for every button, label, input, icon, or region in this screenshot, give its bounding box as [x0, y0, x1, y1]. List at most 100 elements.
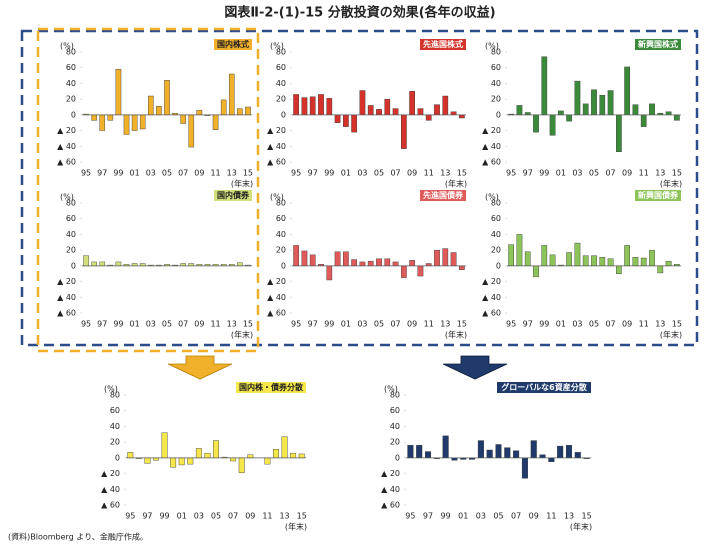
bar — [359, 261, 366, 267]
y-tick-label: ▲ 60 — [482, 158, 501, 167]
bar — [164, 80, 170, 116]
x-tick-label: 11 — [210, 169, 220, 178]
bar — [309, 254, 316, 267]
x-tick-label: 97 — [97, 169, 107, 178]
y-tick-label: 80 — [66, 199, 76, 208]
x-tick-label: 15 — [243, 169, 253, 178]
bar — [591, 255, 597, 267]
y-tick-label: 20 — [276, 95, 286, 104]
x-tick-label: 01 — [556, 320, 566, 329]
bar — [384, 258, 391, 267]
y-tick-label: 20 — [390, 438, 400, 447]
y-tick-label: ▲ 60 — [57, 309, 76, 318]
bar — [99, 114, 106, 131]
y-tick-label: 40 — [390, 422, 400, 431]
x-tick-label: 13 — [440, 320, 450, 329]
bar — [237, 108, 243, 116]
bar — [565, 445, 572, 459]
x-tick-label: 01 — [341, 320, 351, 329]
bar — [640, 257, 647, 267]
chart-title: 国内債券 — [217, 190, 250, 200]
y-tick-label: 60 — [276, 63, 286, 72]
x-tick-label: 13 — [227, 169, 237, 178]
x-tick-label: 07 — [605, 169, 615, 178]
bar — [566, 114, 572, 122]
bar — [450, 111, 457, 116]
bar — [334, 114, 341, 123]
chart-title: 先進国株式 — [423, 39, 463, 49]
bar — [624, 245, 630, 267]
bar — [495, 444, 502, 459]
x-tick-label: 15 — [457, 320, 467, 329]
x-tick-label: 01 — [130, 169, 140, 178]
x-tick-label: 01 — [556, 169, 566, 178]
x-tick-label: 03 — [194, 512, 204, 521]
x-tick-label: 97 — [308, 320, 318, 329]
badge — [420, 39, 466, 50]
x-tick-label: 05 — [589, 169, 599, 178]
chart-title: グローバルな6資産分散 — [501, 382, 587, 392]
bar — [459, 265, 465, 270]
x-tick-label: 07 — [228, 512, 238, 521]
y-tick-label: 40 — [276, 230, 286, 239]
y-tick-label: 0 — [115, 453, 120, 462]
bar — [599, 95, 606, 116]
bar — [450, 252, 457, 267]
x-tick-label: 07 — [511, 512, 521, 521]
x-tick-label: 05 — [162, 169, 172, 178]
x-tick-label: 97 — [423, 512, 433, 521]
bar — [416, 445, 423, 459]
bar — [557, 445, 564, 459]
bar — [521, 457, 528, 479]
y-tick-label: 20 — [66, 95, 76, 104]
y-tick-label: 20 — [276, 246, 286, 255]
bar — [425, 451, 432, 459]
x-tick-label: 01 — [341, 169, 351, 178]
bar — [674, 114, 680, 121]
bar — [131, 263, 138, 267]
x-tick-label: 95 — [291, 320, 301, 329]
x-tick-label: 15 — [457, 169, 467, 178]
y-tick-label: ▲ 40 — [57, 293, 76, 302]
y-tick-label: 0 — [281, 110, 286, 119]
y-tick-label: 40 — [276, 79, 286, 88]
bar — [187, 457, 194, 465]
y-tick-label: ▲ 60 — [482, 309, 501, 318]
bar — [359, 90, 366, 116]
chart-title: 新興国株式 — [638, 39, 678, 49]
bar — [657, 265, 664, 274]
bar — [131, 114, 138, 131]
bar — [367, 260, 374, 267]
bar — [407, 445, 414, 459]
x-tick-label: 97 — [523, 169, 533, 178]
bar — [228, 73, 235, 116]
x-tick-label: 05 — [211, 512, 221, 521]
bar — [442, 95, 449, 116]
bar — [309, 96, 316, 116]
y-tick-label: 0 — [71, 110, 76, 119]
bar — [195, 448, 202, 459]
bar — [616, 114, 622, 152]
bar — [343, 114, 349, 127]
bar — [91, 261, 97, 267]
bar — [574, 452, 581, 459]
y-axis-unit: (%) — [270, 42, 284, 51]
y-tick-label: 20 — [66, 246, 76, 255]
bar — [607, 258, 614, 267]
figure-title: 図表Ⅱ-2-(1)-15 分散投資の効果(各年の収益) — [224, 5, 495, 21]
y-tick-label: ▲ 20 — [57, 277, 76, 286]
bar — [486, 449, 493, 459]
x-tick-label: 13 — [440, 169, 450, 178]
x-tick-label: 09 — [245, 512, 255, 521]
badge — [420, 190, 466, 201]
x-tick-label: 99 — [324, 169, 334, 178]
bar — [574, 80, 581, 116]
bar — [392, 108, 399, 116]
global-group-frame — [20, 29, 699, 347]
x-tick-label: 09 — [194, 169, 204, 178]
x-tick-label: 95 — [81, 169, 91, 178]
bar — [616, 265, 622, 274]
y-tick-label: ▲ 40 — [482, 142, 501, 151]
bar — [442, 248, 449, 267]
bar — [115, 261, 122, 267]
